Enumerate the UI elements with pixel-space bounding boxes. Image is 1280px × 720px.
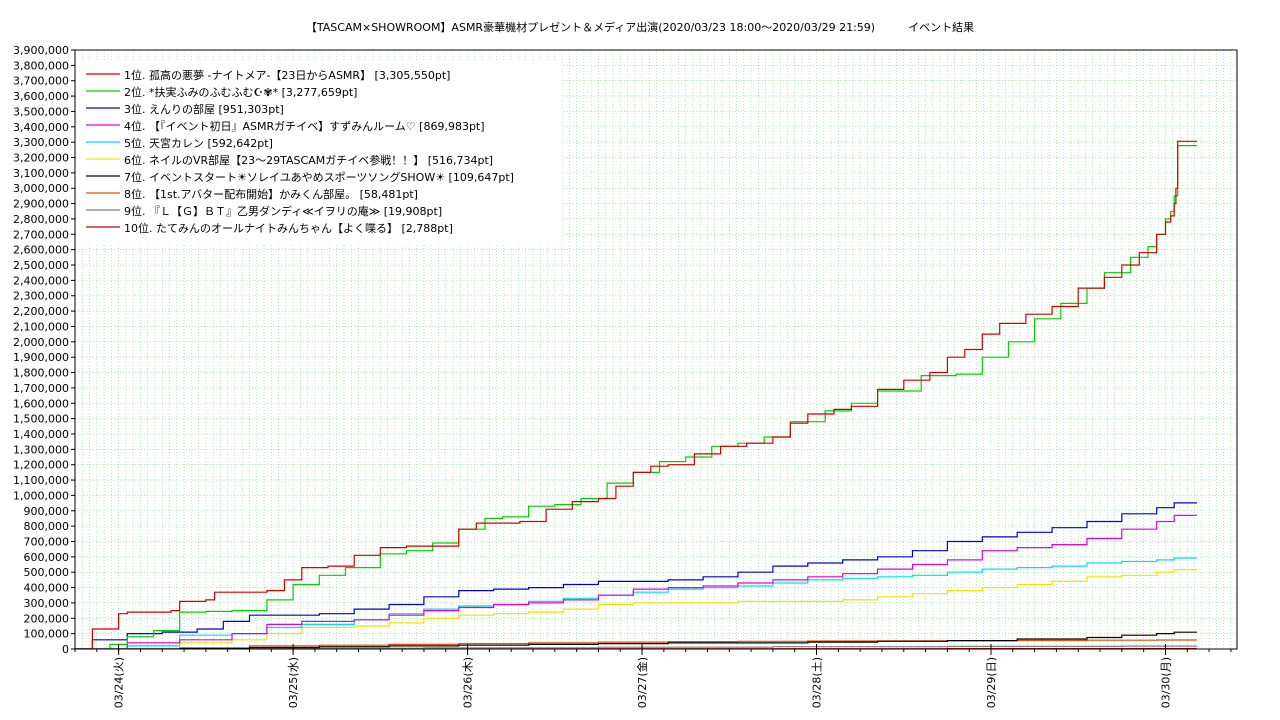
y-tick-label: 1,100,000 [13,474,69,487]
y-tick-label: 2,900,000 [13,198,69,211]
series-line [75,631,1197,649]
y-tick-label: 100,000 [24,628,70,641]
y-tick-label: 700,000 [24,535,70,548]
y-tick-label: 300,000 [24,597,70,610]
y-tick-label: 2,400,000 [13,274,69,287]
series-line [75,145,1197,649]
y-tick-label: 2,500,000 [13,259,69,272]
x-tick-label: 03/27(金) [635,657,649,708]
legend-label: 6位. ネイルのVR部屋【23〜29TASCAMガチイベ参戦！！】 [516,7… [124,153,493,167]
y-tick-label: 3,200,000 [13,152,69,165]
legend: 1位. 孤高の悪夢 -ナイトメア-【23日からASMR】 [3,305,550p… [76,62,562,245]
series-line [75,557,1197,649]
y-tick-label: 400,000 [24,582,70,595]
legend-label: 10位. たてみんのオールナイトみんちゃん【よく喋る】 [2,788pt] [124,221,453,235]
plot-frame [74,49,1238,650]
axes: 0 100,000 200,000 300,000 400,000 500,000 600,… [13,44,1232,708]
legend-label: 2位. *扶実ふみのふむふむ☪︎✾* [3,277,659pt] [124,85,357,99]
y-tick-label: 900,000 [24,505,70,518]
y-tick-label: 800,000 [24,520,70,533]
y-tick-label: 2,700,000 [13,228,69,241]
x-tick-label: 03/29(日) [985,657,998,708]
series-line [75,569,1197,649]
series-line [75,502,1197,649]
chart-title: 【TASCAM×SHOWROOM】ASMR豪華機材プレゼント＆メディア出演(20… [305,21,975,34]
y-tick-label: 1,700,000 [13,382,69,395]
legend-label: 7位. イベントスタート☀︎ソレイユあやめスポーツソングSHOW☀︎ [109,… [124,170,514,184]
y-tick-label: 3,900,000 [13,44,69,57]
y-tick-label: 1,500,000 [13,413,69,426]
legend-label: 9位. 『Ｌ【Ｇ】ＢＴ』乙男ダンディ≪イヲリの庵≫ [19,908pt] [124,204,442,218]
legend-label: 1位. 孤高の悪夢 -ナイトメア-【23日からASMR】 [3,305,550p… [124,68,450,82]
y-tick-label: 3,600,000 [13,90,69,103]
y-tick-label: 3,100,000 [13,167,69,180]
y-tick-label: 2,600,000 [13,244,69,257]
y-tick-label: 1,300,000 [13,443,69,456]
y-tick-label: 2,100,000 [13,320,69,333]
y-tick-label: 0 [62,643,69,656]
y-tick-label: 1,800,000 [13,367,69,380]
legend-label: 4位. 【『イベント初日』ASMRガチイベ】すずみんルーム♡ [869,983p… [124,119,485,133]
series-line [75,514,1197,649]
y-tick-label: 2,000,000 [13,336,69,349]
y-tick-label: 2,200,000 [13,305,69,318]
y-tick-label: 3,300,000 [13,136,69,149]
x-tick-label: 03/25(水) [287,657,300,708]
x-tick-label: 03/24(火) [113,657,126,708]
y-tick-label: 200,000 [24,612,70,625]
y-tick-label: 2,800,000 [13,213,69,226]
y-tick-label: 3,800,000 [13,59,69,72]
y-tick-label: 1,400,000 [13,428,69,441]
legend-label: 8位. 【1st.アバター配布開始】かみくん部屋。 [58,481pt] [124,187,418,201]
x-tick-label: 03/28(土) [811,657,824,708]
y-tick-label: 500,000 [24,566,70,579]
y-tick-label: 600,000 [24,551,70,564]
y-tick-label: 1,600,000 [13,397,69,410]
x-tick-label: 03/30(月) [1159,657,1172,708]
series-line [75,140,1197,649]
y-tick-label: 2,300,000 [13,290,69,303]
x-tick-label: 03/26(木) [462,657,475,708]
legend-label: 5位. 天宮カレン [592,642pt] [124,136,273,150]
series-line [75,645,1198,649]
y-tick-label: 3,400,000 [13,121,69,134]
y-tick-label: 1,000,000 [13,489,69,502]
legend-label: 3位. えんりの部屋 [951,303pt] [124,102,284,116]
y-tick-label: 3,700,000 [13,75,69,88]
y-tick-label: 3,500,000 [13,105,69,118]
y-tick-label: 1,900,000 [13,351,69,364]
y-tick-label: 1,200,000 [13,459,69,472]
legend-box [76,62,562,245]
y-tick-label: 3,000,000 [13,182,69,195]
